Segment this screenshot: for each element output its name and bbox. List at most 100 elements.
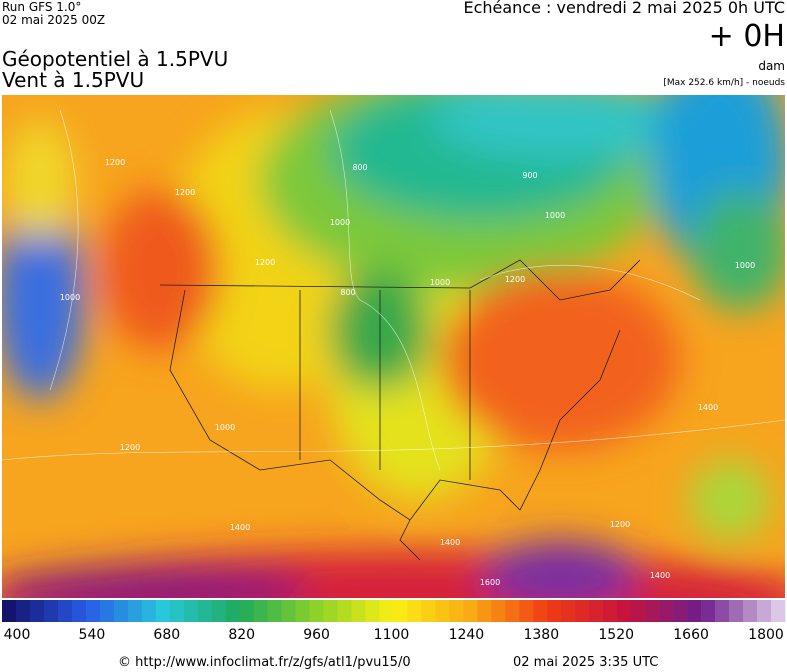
contour-label: 1000 <box>545 211 565 220</box>
colorbar-swatch <box>421 600 436 622</box>
colorbar-swatch <box>337 600 352 622</box>
colorbar-swatch <box>631 600 646 622</box>
title: Vent à 1.5PVU <box>2 68 145 92</box>
colorbar-swatch <box>309 600 324 622</box>
colorbar-swatch <box>43 600 59 622</box>
colorbar-swatch <box>225 600 240 622</box>
colorbar-tick-label: 1800 <box>748 627 784 643</box>
colorbar-swatch <box>127 600 143 622</box>
run-label: Run GFS 1.0° <box>2 0 82 14</box>
colorbar-swatch <box>743 600 758 622</box>
colorbar-swatch <box>687 600 702 622</box>
contour-label: 1200 <box>175 188 195 197</box>
colorbar-swatch <box>519 600 534 622</box>
colorbar-swatch <box>617 600 632 622</box>
borders <box>159 259 641 561</box>
colorbar-swatch <box>729 600 744 622</box>
contour-label: 1200 <box>505 275 525 284</box>
colorbar-tick-label: 1240 <box>449 627 485 643</box>
colorbar-tick-label: 680 <box>153 627 180 643</box>
colorbar-swatch <box>771 600 786 622</box>
colorbar-swatch <box>85 600 101 622</box>
colorbar-swatch <box>351 600 366 622</box>
colorbar-swatch <box>477 600 492 622</box>
colorbar-swatch <box>659 600 674 622</box>
colorbar-swatch <box>183 600 199 622</box>
colorbar-swatch <box>99 600 115 622</box>
colorbar-tick-label: 1100 <box>374 627 410 643</box>
contour-label: 1000 <box>60 293 80 302</box>
contour-label: 900 <box>522 171 537 180</box>
colorbar-swatch <box>547 600 562 622</box>
colorbar-tick-label: 1660 <box>673 627 709 643</box>
valid-time: Echéance : vendredi 2 mai 2025 0h UTC <box>463 0 785 17</box>
colorbar-swatch <box>603 600 618 622</box>
contour-label: 1000 <box>735 261 755 270</box>
colorbar-swatch <box>491 600 506 622</box>
colorbar-swatch <box>57 600 73 622</box>
contour-label: 1200 <box>105 158 125 167</box>
colorbar-swatch <box>365 600 380 622</box>
contour-label: 1200 <box>120 443 140 452</box>
colorbar-swatch <box>715 600 730 622</box>
lead-time: + 0H <box>708 19 785 54</box>
contour-label: 1400 <box>440 538 460 547</box>
colorbar-swatch <box>113 600 129 622</box>
contour-label: 800 <box>340 288 355 297</box>
contour-label: 1400 <box>698 403 718 412</box>
colorbar-tick-label: 1380 <box>523 627 559 643</box>
contour-label: 1000 <box>215 423 235 432</box>
colorbar-tick-label: 820 <box>228 627 255 643</box>
contour-label: 1200 <box>610 520 630 529</box>
colorbar-swatch <box>197 600 213 622</box>
colorbar-swatch <box>533 600 548 622</box>
colorbar-swatch <box>295 600 310 622</box>
colorbar-swatch <box>575 600 590 622</box>
colorbar-swatch <box>267 600 282 622</box>
colorbar-swatch <box>379 600 394 622</box>
colorbar-swatch <box>757 600 772 622</box>
colorbar-swatch <box>71 600 87 622</box>
colorbar-swatch <box>211 600 227 622</box>
colorbar-swatch <box>701 600 716 622</box>
title: Géopotentiel à 1.5PVU <box>2 47 229 71</box>
colorbar-tick-label: 960 <box>303 627 330 643</box>
colorbar-swatch <box>561 600 576 622</box>
contour-label: 1000 <box>330 218 350 227</box>
generated-time: 02 mai 2025 3:35 UTC <box>513 655 659 670</box>
colorbar-swatch <box>169 600 185 622</box>
colorbar-swatch <box>2 600 17 622</box>
colorbar-swatch <box>589 600 604 622</box>
contour-label: 1200 <box>255 258 275 267</box>
colorbar-swatch <box>505 600 520 622</box>
colorbar-swatch <box>141 600 157 622</box>
source-url: © http://www.infoclimat.fr/z/gfs/atl1/pv… <box>118 655 411 670</box>
max-note: [Max 252.6 km/h] - noeuds <box>663 78 785 88</box>
colorbar-swatch <box>407 600 422 622</box>
colorbar-tick-label: 540 <box>79 627 106 643</box>
contour-label: 800 <box>352 163 367 172</box>
contour-label: 1000 <box>430 278 450 287</box>
colorbar-swatch <box>393 600 408 622</box>
colorbar-swatch <box>155 600 171 622</box>
unit: dam <box>758 59 785 73</box>
colorbar-swatch <box>435 600 450 622</box>
contour-label: 1400 <box>650 571 670 580</box>
run-date: 02 mai 2025 00Z <box>2 13 106 27</box>
contours <box>2 109 785 471</box>
field <box>2 95 785 598</box>
colorbar-swatch <box>463 600 478 622</box>
colorbar-swatch <box>253 600 268 622</box>
colorbar-swatch <box>645 600 660 622</box>
contour-label: 1600 <box>480 578 500 587</box>
contour-label: 1400 <box>230 523 250 532</box>
colorbar-swatch <box>449 600 464 622</box>
colorbar-tick-label: 400 <box>4 627 31 643</box>
colorbar-swatch <box>281 600 296 622</box>
colorbar-swatch <box>673 600 688 622</box>
colorbar-swatch <box>15 600 31 622</box>
colorbar-tick-label: 1520 <box>598 627 634 643</box>
colorbar-swatch <box>323 600 338 622</box>
